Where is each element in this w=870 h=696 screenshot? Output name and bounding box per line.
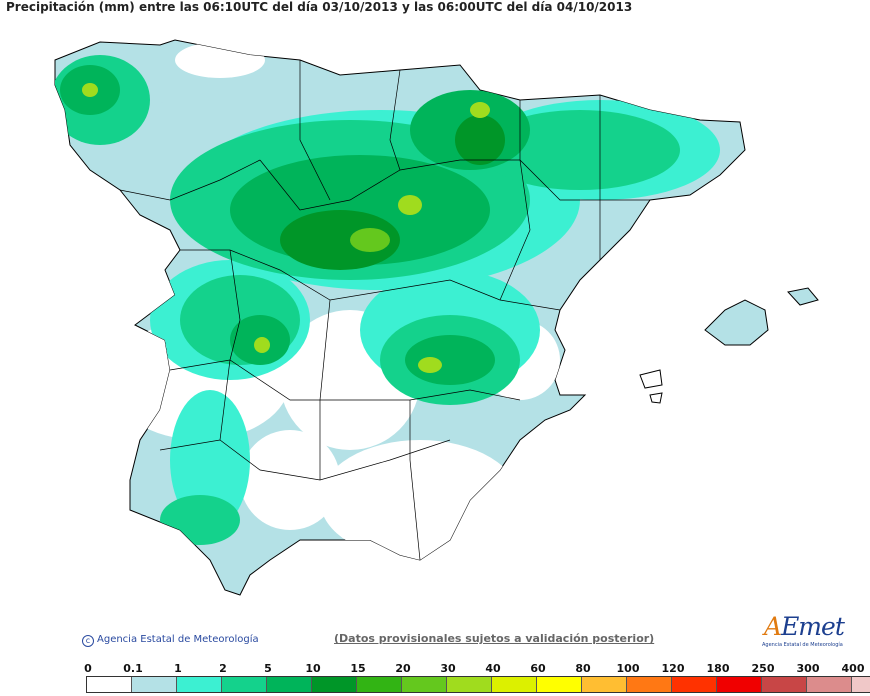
legend-tick-label: 250: [751, 662, 775, 675]
agency-credit: c Agencia Estatal de Meteorología: [82, 634, 259, 647]
map-title: Precipitación (mm) entre las 06:10UTC de…: [6, 0, 633, 14]
copyright-icon: c: [82, 635, 94, 647]
legend-swatch: [672, 677, 717, 692]
precipitation-legend: 0 0.1 1 2 5 10 15 20 30 40 60 80 100 120 180 250 300 400: [84, 662, 870, 694]
aemet-logo: AEmet Agencia Estatal de Meteorología: [760, 612, 850, 652]
legend-swatch: [312, 677, 357, 692]
aemet-logo-wordmark: AEmet: [764, 612, 845, 641]
legend-tick-label: 0.1: [123, 662, 143, 675]
legend-tick-label: 400: [841, 662, 865, 675]
legend-tick-label: 300: [796, 662, 820, 675]
balearic-islands: [639, 287, 819, 404]
legend-ticks: 0 0.1 1 2 5 10 15 20 30 40 60 80 100 120 180 250 300 400: [84, 662, 864, 676]
legend-tick-label: 60: [530, 662, 546, 675]
legend-color-bar: [86, 676, 870, 693]
legend-tick-label: 0: [84, 662, 92, 675]
legend-swatch: [177, 677, 222, 692]
legend-tick-label: 15: [350, 662, 366, 675]
legend-swatch: [132, 677, 177, 692]
legend-swatch: [807, 677, 852, 692]
legend-swatch: [627, 677, 672, 692]
legend-tick-label: 30: [440, 662, 456, 675]
legend-swatch: [492, 677, 537, 692]
legend-swatch: [762, 677, 807, 692]
legend-swatch: [582, 677, 627, 692]
legend-tick-label: 20: [395, 662, 411, 675]
legend-swatch: [717, 677, 762, 692]
legend-swatch: [87, 677, 132, 692]
legend-tick-label: 100: [616, 662, 640, 675]
legend-tick-label: 180: [706, 662, 730, 675]
legend-tick-label: 1: [174, 662, 182, 675]
legend-swatch: [447, 677, 492, 692]
legend-tick-label: 5: [264, 662, 272, 675]
legend-tick-label: 120: [661, 662, 685, 675]
legend-swatch: [852, 677, 870, 692]
provisional-data-disclaimer: (Datos provisionales sujetos a validació…: [334, 632, 655, 645]
legend-swatch: [537, 677, 582, 692]
province-borders: [119, 60, 650, 561]
legend-tick-label: 80: [575, 662, 591, 675]
legend-swatch: [267, 677, 312, 692]
legend-swatch: [222, 677, 267, 692]
agency-credit-text: Agencia Estatal de Meteorología: [97, 634, 259, 645]
legend-tick-label: 40: [485, 662, 501, 675]
legend-swatch: [402, 677, 447, 692]
land-area: [54, 39, 746, 596]
legend-tick-label: 2: [219, 662, 227, 675]
legend-swatch: [357, 677, 402, 692]
legend-tick-label: 10: [305, 662, 321, 675]
aemet-logo-subtitle: Agencia Estatal de Meteorología: [762, 642, 843, 648]
